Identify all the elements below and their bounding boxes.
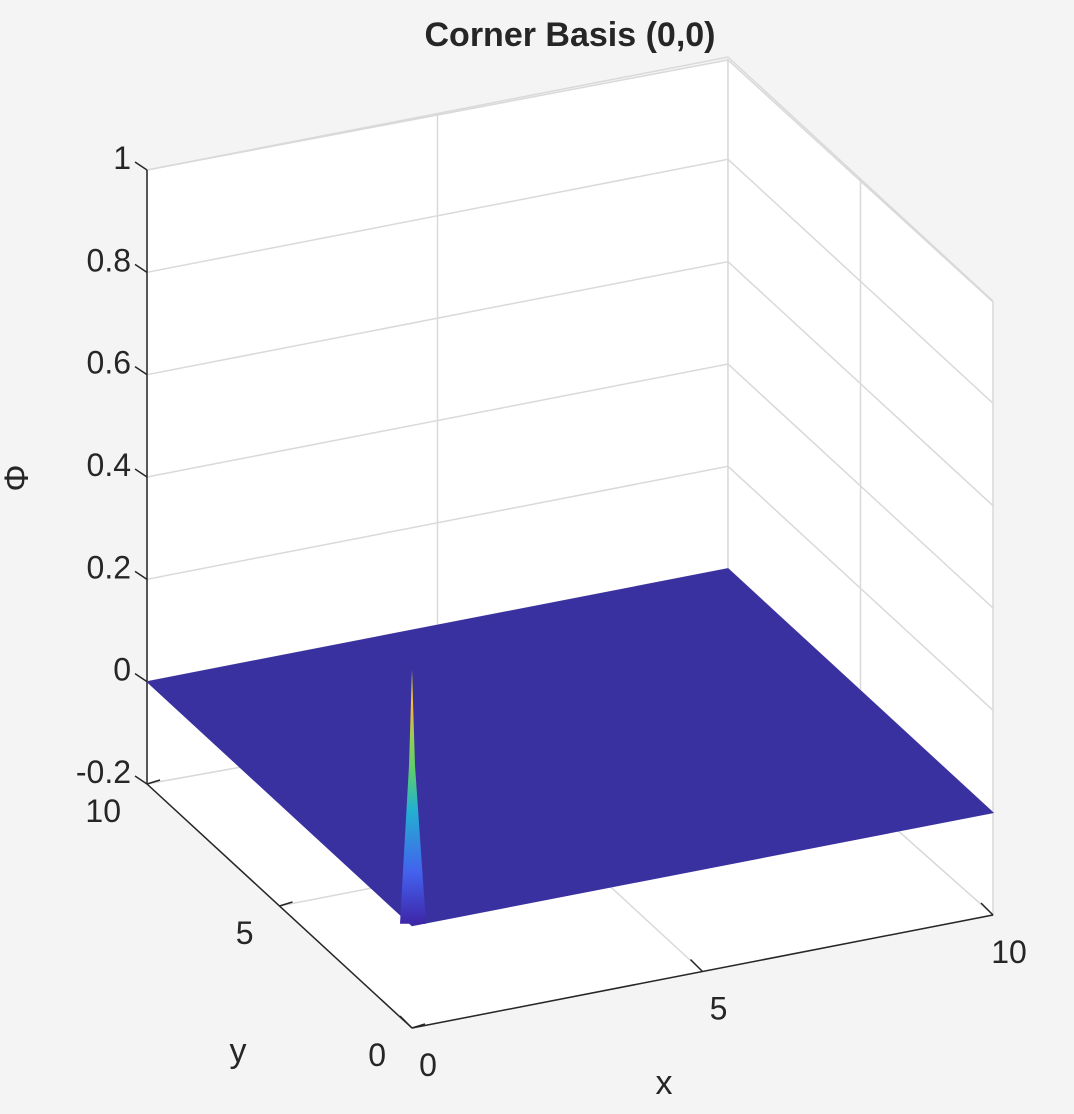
- z-tick-label: 0.6: [87, 345, 131, 381]
- y-tick-mark: [411, 1023, 426, 1029]
- z-gridline: [146, 158, 994, 404]
- y-tick-mark: [146, 779, 161, 785]
- x-tick-label: 5: [710, 991, 728, 1027]
- x-tick-mark: [980, 902, 994, 916]
- x-tick-mark: [399, 1015, 413, 1029]
- z-gridline: [146, 56, 994, 302]
- z-tick-label: 0.4: [87, 447, 131, 483]
- z-gridline: [146, 260, 994, 507]
- z-tick-label: 0.2: [87, 549, 131, 585]
- z-tick-mark: [134, 263, 148, 273]
- y-tick-label: 5: [236, 915, 254, 951]
- z-tick-label: 0.8: [87, 242, 131, 278]
- z-tick-label: 1: [113, 140, 131, 176]
- z-tick-mark: [134, 673, 148, 683]
- z-tick-mark: [134, 161, 148, 171]
- y-tick-mark: [279, 901, 293, 907]
- z-tick-mark: [134, 366, 148, 376]
- surface-peak: [400, 669, 426, 924]
- x-axis-label: x: [656, 1064, 673, 1102]
- x-tick-label: 0: [419, 1047, 437, 1083]
- z-tick-mark: [134, 775, 148, 785]
- y-tick-label: 0: [368, 1037, 386, 1073]
- z-tick-label: 0: [113, 652, 131, 688]
- y-tick-label: 10: [85, 793, 121, 829]
- z-gridline: [146, 465, 994, 711]
- surface-plane: [145, 568, 995, 927]
- z-tick-mark: [134, 468, 148, 478]
- z-axis-label: Φ: [0, 464, 36, 491]
- z-tick-label: -0.2: [76, 754, 131, 790]
- x-tick-label: 10: [991, 934, 1027, 970]
- y-axis-label: y: [230, 1032, 247, 1070]
- chart-title: Corner Basis (0,0): [425, 16, 716, 54]
- x-tick-mark: [689, 958, 704, 973]
- z-tick-mark: [134, 570, 148, 580]
- surface-layer: [145, 568, 995, 927]
- z-gridline: [146, 363, 994, 609]
